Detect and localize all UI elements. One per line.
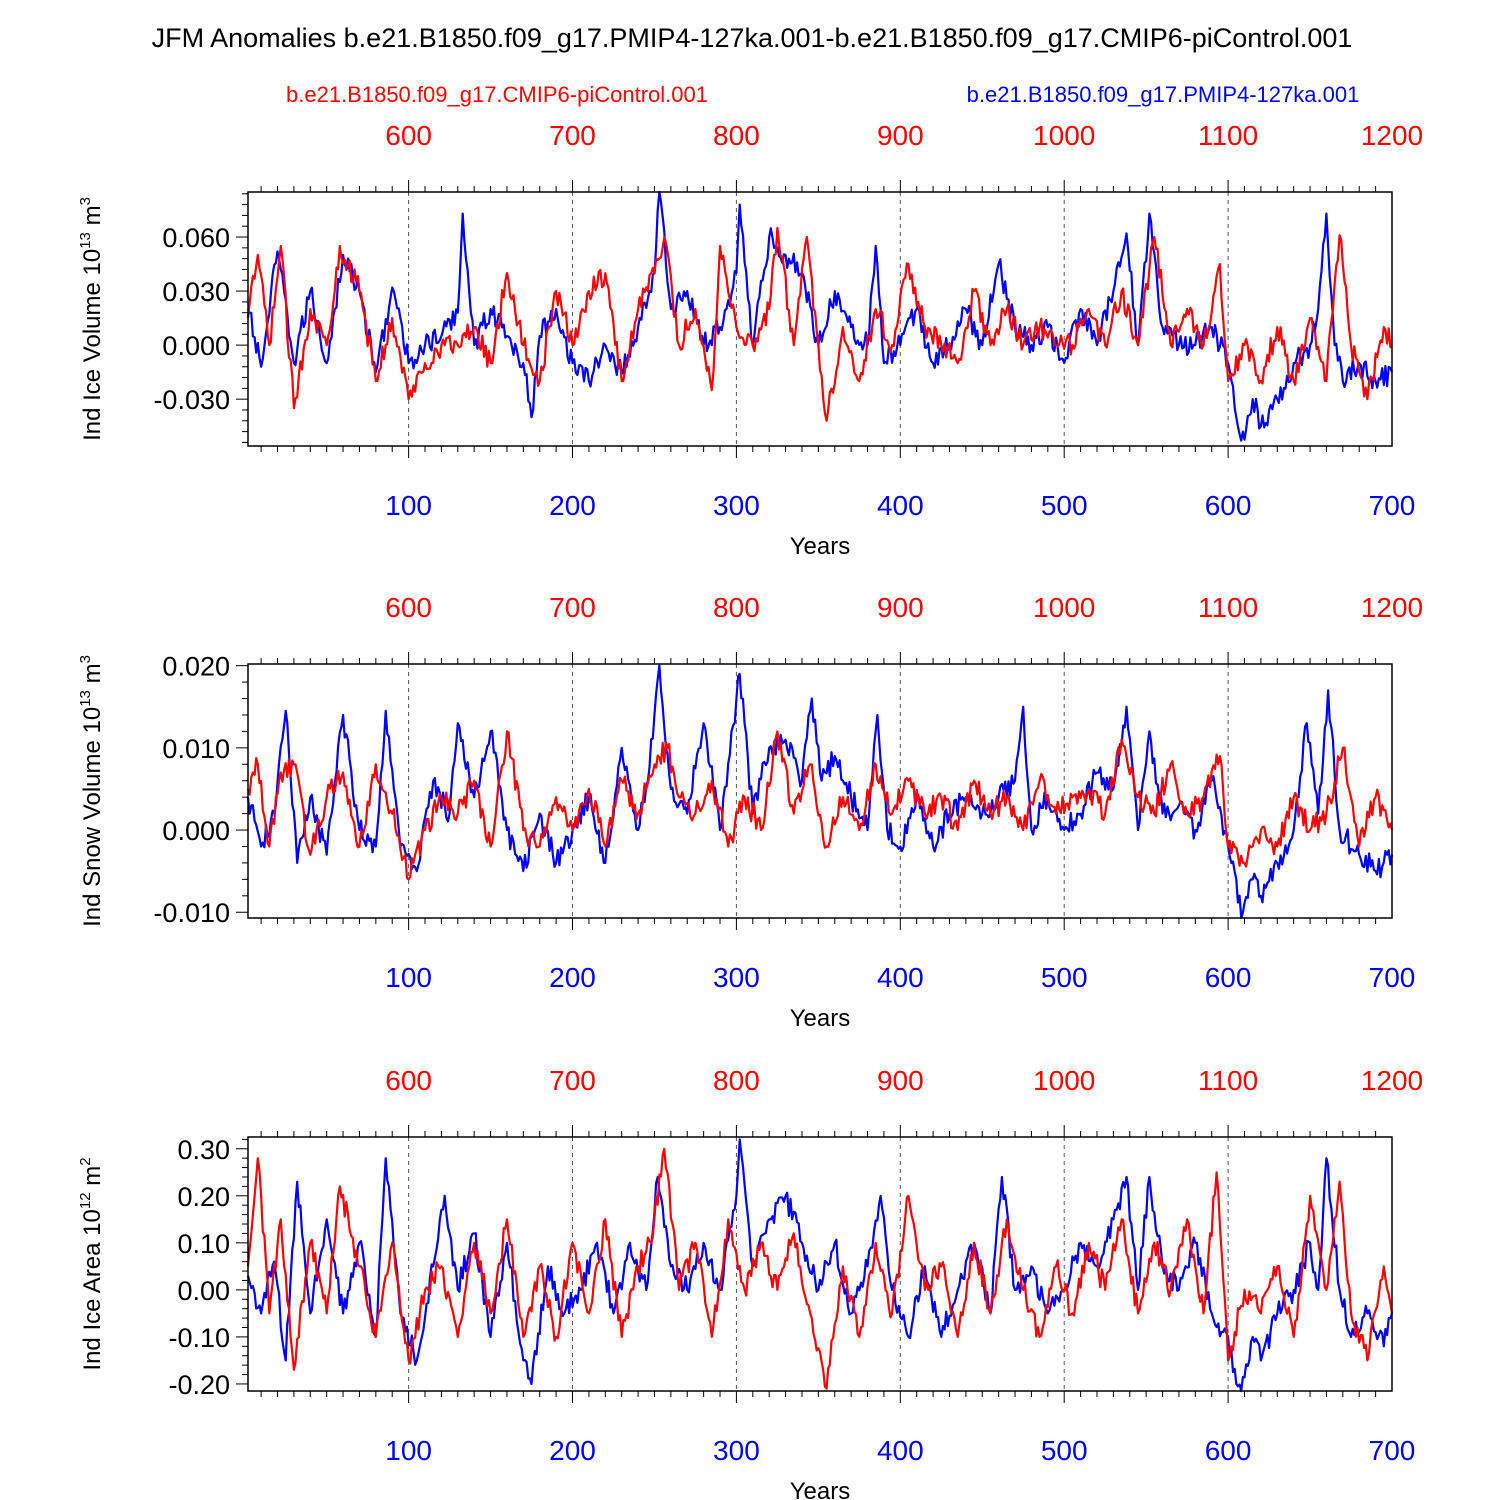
y-axis-title-part: Ind Ice Area 10 xyxy=(79,1209,106,1370)
series-line-pmip4 xyxy=(246,664,1394,920)
y-tick-label: 0.20 xyxy=(177,1182,230,1212)
y-tick-label: -0.10 xyxy=(168,1323,230,1353)
x-axis-title: Years xyxy=(790,533,851,560)
x-tick-label-bottom: 700 xyxy=(1369,1435,1416,1466)
x-tick-label-top: 900 xyxy=(877,120,924,151)
y-axis-title-part: 13 xyxy=(77,690,94,707)
chart-panel-1: -0.030 0.000 0.030 0.060 100 200 300 400 500 600 7… xyxy=(77,120,1423,560)
x-tick-label-bottom: 600 xyxy=(1205,1435,1252,1466)
y-axis-title: Ind Snow Volume 1013 m3 xyxy=(77,655,106,927)
y-axis-title-part: 12 xyxy=(77,1192,94,1209)
series-line-pmip4 xyxy=(246,1138,1394,1393)
x-tick-label-bottom: 100 xyxy=(385,490,432,521)
series-line-picontrol xyxy=(246,1147,1394,1390)
x-tick-label-top: 700 xyxy=(549,120,596,151)
x-tick-label-bottom: 100 xyxy=(385,1435,432,1466)
y-axis-title-part: m xyxy=(79,1166,106,1193)
y-axis-title-part: Ind Snow Volume 10 xyxy=(79,707,106,927)
plot-frame xyxy=(247,191,1393,447)
y-axis-title-part: 3 xyxy=(77,655,94,663)
x-tick-label-bottom: 400 xyxy=(877,490,924,521)
x-tick-label-bottom: 500 xyxy=(1041,490,1088,521)
x-tick-label-bottom: 400 xyxy=(877,1435,924,1466)
x-tick-label-bottom: 500 xyxy=(1041,1435,1088,1466)
legend-pmip4-label: b.e21.B1850.f09_g17.PMIP4-127ka.001 xyxy=(967,82,1360,107)
y-axis-title: Ind Ice Volume 1013 m3 xyxy=(77,197,106,441)
x-tick-label-top: 1100 xyxy=(1198,120,1258,151)
x-tick-label-bottom: 700 xyxy=(1369,962,1416,993)
y-tick-label: 0.030 xyxy=(162,277,230,307)
y-axis-title-part: 3 xyxy=(77,197,94,205)
x-tick-label-bottom: 300 xyxy=(713,962,760,993)
x-tick-label-bottom: 100 xyxy=(385,962,432,993)
y-tick-label: -0.010 xyxy=(153,898,230,928)
y-tick-label: 0.000 xyxy=(162,816,230,846)
x-tick-label-top: 1100 xyxy=(1198,592,1258,623)
x-axis-title: Years xyxy=(790,1005,851,1032)
x-tick-label-top: 1200 xyxy=(1361,120,1423,151)
x-tick-label-top: 1200 xyxy=(1361,592,1423,623)
x-tick-label-bottom: 300 xyxy=(713,1435,760,1466)
x-tick-label-top: 1000 xyxy=(1033,120,1095,151)
y-tick-label: 0.020 xyxy=(162,652,230,682)
x-tick-label-bottom: 200 xyxy=(549,962,596,993)
x-tick-label-top: 800 xyxy=(713,120,760,151)
y-tick-label: -0.030 xyxy=(153,385,230,415)
y-axis-title-part: m xyxy=(79,205,106,232)
y-tick-label: 0.010 xyxy=(162,734,230,764)
series-line-picontrol xyxy=(246,226,1393,422)
x-tick-label-top: 700 xyxy=(549,1065,596,1096)
series-line-picontrol xyxy=(246,730,1394,881)
y-axis-title-part: m xyxy=(79,663,106,690)
x-tick-label-top: 600 xyxy=(385,1065,432,1096)
x-tick-label-top: 600 xyxy=(385,592,432,623)
x-tick-label-bottom: 600 xyxy=(1205,962,1252,993)
y-tick-label: 0.00 xyxy=(177,1276,230,1306)
x-tick-label-top: 1100 xyxy=(1198,1065,1258,1096)
x-tick-label-top: 800 xyxy=(713,1065,760,1096)
y-tick-label: -0.20 xyxy=(168,1370,230,1400)
x-tick-label-bottom: 400 xyxy=(877,962,924,993)
x-tick-label-bottom: 200 xyxy=(549,1435,596,1466)
x-tick-label-top: 700 xyxy=(549,592,596,623)
x-tick-label-bottom: 700 xyxy=(1369,490,1416,521)
x-tick-label-top: 600 xyxy=(385,120,432,151)
plot-frame xyxy=(247,1136,1393,1392)
y-axis-title: Ind Ice Area 1012 m2 xyxy=(77,1157,106,1370)
y-tick-label: 0.10 xyxy=(177,1229,230,1259)
y-axis-title-part: 13 xyxy=(77,232,94,249)
y-axis-title-part: 2 xyxy=(77,1157,94,1165)
chart-title: JFM Anomalies b.e21.B1850.f09_g17.PMIP4-… xyxy=(152,23,1353,53)
chart-panel-3: -0.20 -0.10 0.00 0.10 0.20 0.30 100 200 300 400 50… xyxy=(77,1065,1423,1500)
y-tick-label: 0.30 xyxy=(177,1135,230,1165)
y-tick-label: 0.060 xyxy=(162,223,230,253)
x-tick-label-bottom: 600 xyxy=(1205,490,1252,521)
x-tick-label-bottom: 300 xyxy=(713,490,760,521)
x-tick-label-top: 1000 xyxy=(1033,592,1095,623)
series-line-pmip4 xyxy=(246,190,1394,442)
x-tick-label-top: 900 xyxy=(877,592,924,623)
legend-picontrol-label: b.e21.B1850.f09_g17.CMIP6-piControl.001 xyxy=(286,82,708,107)
y-tick-label: 0.000 xyxy=(162,331,230,361)
plot-frame xyxy=(247,663,1393,919)
x-tick-label-bottom: 500 xyxy=(1041,962,1088,993)
x-tick-label-top: 800 xyxy=(713,592,760,623)
chart-panel-2: -0.010 0.000 0.010 0.020 100 200 300 400 500 600 7… xyxy=(77,592,1423,1032)
x-tick-label-bottom: 200 xyxy=(549,490,596,521)
x-tick-label-top: 1200 xyxy=(1361,1065,1423,1096)
x-axis-title: Years xyxy=(790,1478,851,1500)
y-axis-title-part: Ind Ice Volume 10 xyxy=(79,249,106,441)
x-tick-label-top: 900 xyxy=(877,1065,924,1096)
x-tick-label-top: 1000 xyxy=(1033,1065,1095,1096)
